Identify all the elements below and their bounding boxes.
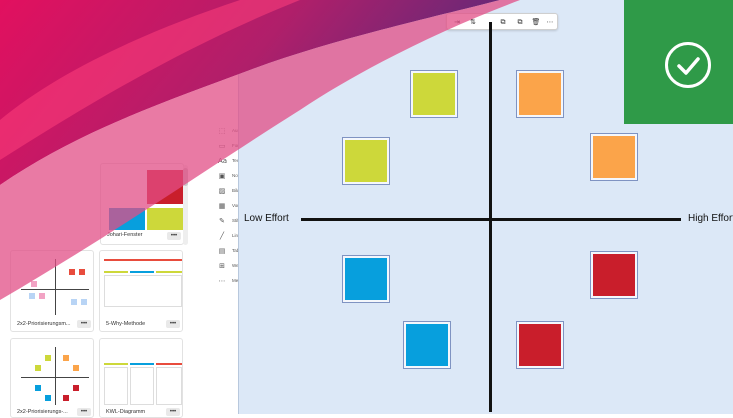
thumb-note bbox=[69, 269, 75, 275]
thumb-col bbox=[104, 363, 128, 365]
template-more-button[interactable]: ••• bbox=[166, 320, 180, 328]
thumb-note bbox=[71, 299, 77, 305]
template-card-johari[interactable]: Johari-Fenster ••• bbox=[100, 163, 184, 245]
selection-toolbar: ⇥ ⇅ ⧉ ⧉ 🗑 ⋯ bbox=[446, 13, 558, 30]
delete-button[interactable]: 🗑 bbox=[531, 18, 541, 26]
note-fill bbox=[345, 258, 387, 300]
template-more-button[interactable]: ••• bbox=[77, 320, 91, 328]
thumb-note bbox=[81, 299, 87, 305]
gallery-scrollbar-thumb[interactable] bbox=[183, 168, 188, 186]
thumb-red-block bbox=[147, 170, 183, 204]
template-icon: ▦ bbox=[218, 202, 226, 210]
template-label: 2x2-Priorisierungs-... bbox=[17, 409, 68, 415]
note-fill bbox=[593, 254, 635, 296]
thumb-box bbox=[156, 367, 182, 405]
note-fill bbox=[519, 324, 561, 366]
template-card-kwl[interactable]: KWL-Diagramm ••• bbox=[99, 338, 183, 418]
thumb-col bbox=[130, 363, 154, 365]
checkmark-icon bbox=[665, 42, 711, 88]
tool-panel: ⬚Auswählen▭FormAaText▣Notiz▨Bild▦Vorlage… bbox=[210, 126, 254, 414]
thumb-note bbox=[73, 365, 79, 371]
note-fill bbox=[519, 73, 561, 115]
note-fill bbox=[406, 324, 448, 366]
template-label: 5-Why-Methode bbox=[106, 321, 146, 327]
more-button[interactable]: ⋯ bbox=[546, 18, 554, 26]
send-backward-button[interactable]: ⧉ bbox=[517, 18, 523, 26]
line-icon: ╱ bbox=[219, 232, 225, 240]
thumb-note bbox=[35, 365, 41, 371]
template-card-2x2-b[interactable]: 2x2-Priorisierungs-... ••• bbox=[10, 338, 94, 418]
arrange-button[interactable]: ⇅ bbox=[470, 18, 476, 26]
thumb-note bbox=[79, 269, 85, 275]
thumb-box bbox=[104, 275, 182, 307]
thumb-row bbox=[104, 271, 128, 273]
vertical-axis bbox=[489, 22, 492, 412]
sticky-note[interactable] bbox=[590, 133, 638, 181]
axis-label-high-effort: High Effort bbox=[688, 213, 733, 224]
shape-icon: ▭ bbox=[218, 142, 226, 150]
horizontal-axis bbox=[301, 218, 681, 221]
thumb-note bbox=[63, 395, 69, 401]
thumb-note bbox=[45, 355, 51, 361]
thumb-row bbox=[130, 271, 154, 273]
table-icon: ▤ bbox=[218, 247, 226, 255]
template-thumbnail bbox=[104, 259, 182, 315]
thumb-note bbox=[29, 293, 35, 299]
template-card-5why[interactable]: 5-Why-Methode ••• bbox=[99, 250, 183, 332]
template-thumbnail bbox=[104, 363, 182, 407]
sticky-note[interactable] bbox=[590, 251, 638, 299]
thumb-note bbox=[73, 385, 79, 391]
template-thumbnail bbox=[17, 255, 93, 315]
more-tools-icon: ⊞ bbox=[219, 262, 225, 270]
more-icon: ⋯ bbox=[218, 277, 226, 285]
template-label: 2x2-Priorisierungsm... bbox=[17, 321, 71, 327]
thumb-box bbox=[104, 367, 128, 405]
thumb-note bbox=[45, 395, 51, 401]
note-fill bbox=[413, 73, 455, 115]
sticky-note[interactable] bbox=[342, 137, 390, 185]
sticky-note[interactable] bbox=[342, 255, 390, 303]
select-icon: ⬚ bbox=[218, 127, 226, 135]
thumb-blue-block bbox=[109, 208, 145, 230]
thumb-axis-v bbox=[55, 347, 56, 405]
pen-icon: ✎ bbox=[219, 217, 225, 225]
thumb-box bbox=[130, 367, 154, 405]
bring-forward-button[interactable]: ⧉ bbox=[500, 18, 506, 26]
template-more-button[interactable]: ••• bbox=[167, 232, 181, 240]
template-thumbnail bbox=[107, 168, 183, 230]
align-button[interactable]: ⇥ bbox=[454, 18, 460, 26]
note-fill bbox=[345, 140, 387, 182]
thumb-note bbox=[31, 281, 37, 287]
note-icon: ▣ bbox=[218, 172, 226, 180]
sticky-note[interactable] bbox=[516, 70, 564, 118]
thumb-note bbox=[39, 293, 45, 299]
template-gallery: Johari-Fenster ••• 2x2-Priorisierungsm..… bbox=[0, 0, 200, 418]
text-icon: Aa bbox=[218, 157, 228, 165]
image-icon: ▨ bbox=[218, 187, 226, 195]
thumb-lime-block bbox=[147, 208, 183, 230]
template-label: KWL-Diagramm bbox=[106, 409, 146, 415]
sticky-note[interactable] bbox=[403, 321, 451, 369]
thumb-row bbox=[104, 259, 182, 261]
thumb-row bbox=[156, 271, 182, 273]
template-more-button[interactable]: ••• bbox=[77, 408, 91, 416]
sticky-note[interactable] bbox=[516, 321, 564, 369]
thumb-note bbox=[63, 355, 69, 361]
template-label: Johari-Fenster bbox=[107, 232, 143, 238]
note-fill bbox=[593, 136, 635, 178]
thumb-col bbox=[156, 363, 182, 365]
template-card-2x2[interactable]: 2x2-Priorisierungsm... ••• bbox=[10, 250, 94, 332]
template-thumbnail bbox=[17, 345, 93, 405]
axis-label-low-effort: Low Effort bbox=[244, 213, 289, 224]
thumb-note bbox=[35, 385, 41, 391]
sticky-note[interactable] bbox=[410, 70, 458, 118]
template-more-button[interactable]: ••• bbox=[166, 408, 180, 416]
thumb-axis-v bbox=[55, 259, 56, 315]
